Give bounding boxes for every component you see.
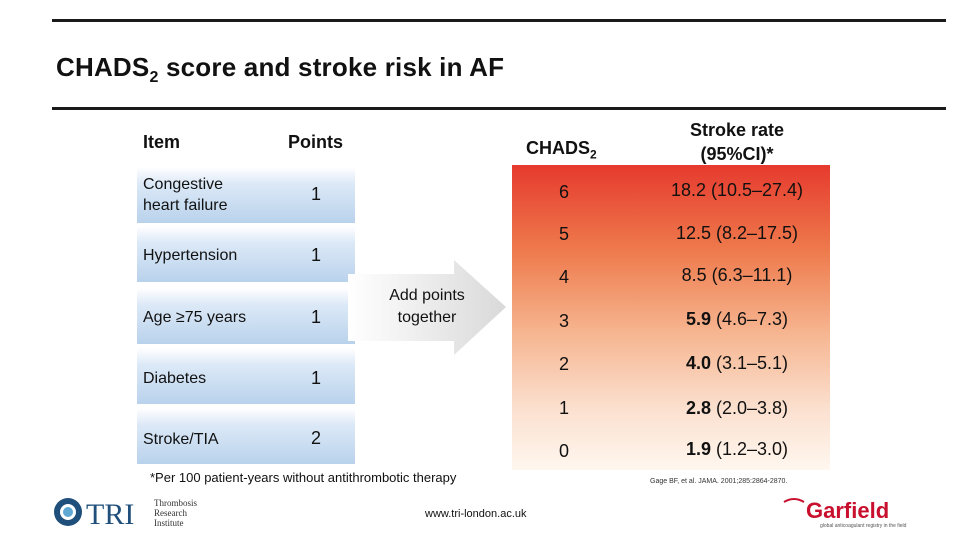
risk-gradient — [512, 165, 830, 470]
stroke-rate: 2.8 (2.0–3.8) — [685, 398, 789, 418]
slide-title: CHADS2 score and stroke risk in AF — [56, 52, 505, 87]
top-rule — [52, 19, 946, 22]
garfield-logo-text: Garfield — [806, 498, 889, 523]
item-points: 2 — [310, 428, 321, 448]
item-band — [137, 408, 355, 464]
garfield-logo-tagline: global anticoagulant registry in the fie… — [820, 523, 907, 529]
arrow-label: Add points together — [389, 287, 465, 326]
header-points: Points — [288, 132, 344, 152]
chads2-score: 2 — [558, 354, 569, 374]
item-label: Stroke/TIA — [143, 431, 219, 448]
item-band — [137, 226, 355, 282]
stroke-rate: 5.9 (4.6–7.3) — [685, 309, 789, 329]
item-band — [137, 348, 355, 404]
header-stroke-rate: Stroke rate (95%CI)* — [689, 120, 785, 164]
item-points: 1 — [310, 184, 321, 204]
tri-logo-text: TRI — [86, 498, 134, 530]
stroke-rate: 18.2 (10.5–27.4) — [670, 180, 804, 200]
garfield-logo: Garfield global anticoagulant registry i… — [783, 498, 907, 529]
header-chads2: CHADS2 — [526, 138, 597, 162]
chads2-score: 1 — [558, 398, 569, 418]
add-points-arrow — [348, 260, 506, 355]
item-label: Congestive heart failure — [143, 176, 228, 214]
chads2-score: 3 — [558, 311, 569, 331]
header-item: Item — [143, 132, 181, 152]
item-points: 1 — [310, 368, 321, 388]
item-points: 1 — [310, 307, 321, 327]
footnote: *Per 100 patient-years without antithrom… — [150, 470, 457, 485]
title-rule — [52, 107, 946, 110]
website-url[interactable]: www.tri-london.ac.uk — [425, 508, 527, 520]
item-band — [137, 167, 355, 223]
item-label: Hypertension — [143, 247, 238, 264]
chads2-score: 0 — [558, 441, 569, 461]
tri-logo-sub: Research — [154, 508, 187, 518]
tri-logo-sub: Institute — [154, 518, 184, 528]
tri-logo-sub: Thrombosis — [154, 498, 197, 508]
item-band — [137, 288, 355, 344]
stroke-rate: 4.0 (3.1–5.1) — [685, 353, 789, 373]
item-label: Age ≥75 years — [143, 309, 247, 326]
tri-logo: TRI Thrombosis Research Institute — [54, 498, 197, 530]
item-points: 1 — [310, 245, 321, 265]
chads2-score: 5 — [558, 224, 569, 244]
citation: Gage BF, et al. JAMA. 2001;285:2864-2870… — [650, 478, 788, 485]
item-label: Diabetes — [143, 370, 207, 387]
stroke-rate: 12.5 (8.2–17.5) — [675, 223, 799, 243]
stroke-rate: 1.9 (1.2–3.0) — [685, 439, 789, 459]
stroke-rate: 8.5 (6.3–11.1) — [681, 265, 793, 285]
chads2-score: 6 — [558, 182, 569, 202]
chads2-score: 4 — [558, 267, 569, 287]
